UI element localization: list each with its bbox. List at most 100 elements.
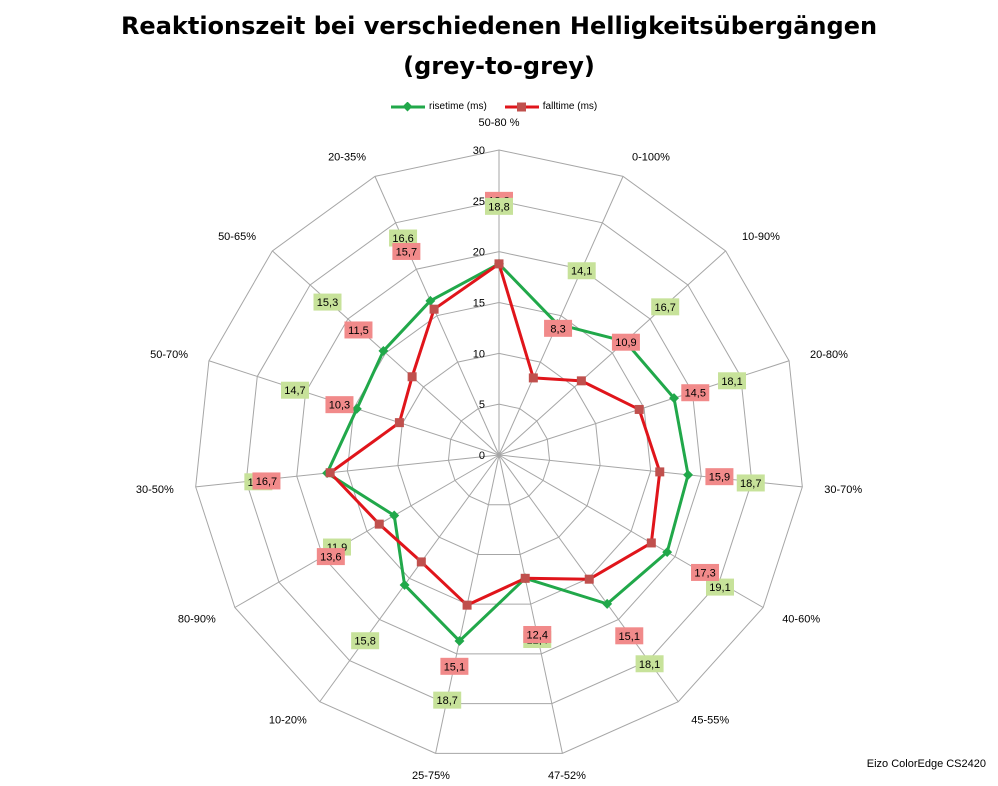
- series-point-falltime: [494, 259, 504, 269]
- series-point-risetime: [662, 547, 673, 558]
- data-label-box: [691, 563, 720, 581]
- series-point-falltime: [462, 600, 472, 610]
- legend-label-falltime: falltime (ms): [542, 101, 598, 112]
- data-label: 15,9: [709, 472, 730, 484]
- data-label-box: [316, 548, 345, 566]
- series-line-0: [325, 262, 690, 643]
- series-point-risetime: [669, 393, 679, 404]
- data-label: 11,5: [348, 325, 369, 337]
- data-label-box: [325, 396, 354, 414]
- legend-marker-risetime: [391, 101, 425, 111]
- chart-footer: Eizo ColorEdge CS2420: [866, 758, 986, 770]
- series-point-falltime: [416, 557, 426, 567]
- legend-item-risetime: risetime (ms): [391, 101, 487, 112]
- grid-ring-20: [296, 251, 702, 655]
- series-point-risetime: [454, 636, 465, 646]
- data-label: 18,8: [488, 201, 509, 213]
- category-label: 0-100%: [632, 151, 670, 163]
- tick-label: 10: [473, 348, 485, 360]
- category-label: 50-65%: [218, 231, 256, 243]
- data-label-box: [433, 691, 462, 709]
- data-label-box: [280, 381, 309, 399]
- grid-ring-10: [397, 352, 601, 555]
- data-label: 17,3: [694, 567, 715, 579]
- series-point-risetime: [378, 345, 389, 356]
- data-label: 13,6: [320, 552, 341, 564]
- data-label-box: [651, 298, 680, 316]
- grid-spoke: [498, 454, 563, 754]
- legend: risetime (ms) falltime (ms): [391, 101, 597, 112]
- series-point-risetime: [425, 295, 436, 306]
- series-line-1: [328, 262, 662, 607]
- series-point-risetime: [351, 403, 362, 414]
- category-label: 45-55%: [691, 715, 729, 727]
- data-label: 15,7: [396, 246, 417, 258]
- series-point-falltime: [394, 418, 404, 428]
- series-point-falltime: [429, 304, 439, 314]
- series-point-falltime: [646, 538, 656, 548]
- data-label-box: [313, 293, 342, 311]
- chart-subtitle: (grey-to-grey): [403, 52, 595, 80]
- data-label: 14,1: [571, 266, 592, 278]
- category-label: 80-90%: [178, 614, 216, 626]
- grid-spoke: [234, 454, 500, 608]
- chart-title: Reaktionszeit bei verschiedenen Helligke…: [120, 12, 878, 40]
- data-label: 14,5: [685, 388, 706, 400]
- data-label: 15,8: [354, 636, 375, 648]
- data-label: 18,1: [721, 376, 742, 388]
- category-label: 50-70%: [150, 349, 188, 361]
- data-label-box: [635, 655, 664, 673]
- data-label: 16,7: [655, 302, 676, 314]
- legend-label-risetime: risetime (ms): [429, 101, 487, 112]
- series-point-falltime: [655, 467, 665, 477]
- data-label-box: [718, 372, 747, 390]
- data-label: 10,9: [615, 337, 636, 349]
- tick-label: 30: [473, 145, 485, 157]
- data-label: 18,7: [437, 695, 458, 707]
- category-label: 10-90%: [742, 231, 780, 243]
- category-label: 10-20%: [269, 715, 307, 727]
- data-label-box: [681, 384, 710, 402]
- data-label-box: [705, 468, 734, 486]
- series-point-falltime: [584, 574, 594, 584]
- data-label: 16,6: [392, 233, 413, 245]
- data-label: 16,7: [256, 476, 277, 488]
- series-point-falltime: [374, 519, 384, 529]
- data-label-box: [611, 333, 640, 351]
- data-label-box: [567, 262, 596, 280]
- grid-ring-25: [245, 200, 753, 705]
- data-label-box: [389, 229, 418, 247]
- tick-label: 25: [473, 196, 485, 208]
- series-point-falltime: [634, 404, 644, 414]
- category-label: 30-70%: [824, 484, 862, 496]
- category-label: 25-75%: [412, 770, 450, 782]
- grid-ring-5: [447, 403, 551, 506]
- data-label: 15,1: [619, 631, 640, 643]
- data-label-box: [736, 474, 765, 492]
- grid-ring-30: [195, 149, 803, 754]
- data-label-box: [344, 321, 373, 339]
- category-label: 30-50%: [136, 484, 174, 496]
- grid-spoke: [374, 176, 500, 456]
- category-label: 20-80%: [810, 349, 848, 361]
- category-label: 40-60%: [782, 614, 820, 626]
- grid-spoke: [498, 176, 624, 456]
- tick-label: 5: [479, 399, 485, 411]
- legend-marker-falltime: [504, 102, 539, 111]
- data-label-box: [440, 657, 469, 675]
- data-label: 8,3: [550, 323, 565, 335]
- data-label: 15,1: [444, 661, 465, 673]
- data-label: 19,1: [709, 582, 730, 594]
- data-label: 12,4: [527, 629, 548, 641]
- series-point-falltime: [325, 468, 335, 478]
- data-label: 14,7: [284, 385, 305, 397]
- data-label-box: [392, 242, 421, 260]
- data-label-box: [252, 472, 281, 490]
- tick-label: 15: [473, 298, 485, 310]
- series-point-falltime: [576, 376, 586, 386]
- data-label: 15,3: [317, 297, 338, 309]
- data-label: 18,7: [740, 478, 761, 490]
- series-point-falltime: [520, 573, 530, 583]
- data-label-box: [705, 578, 734, 596]
